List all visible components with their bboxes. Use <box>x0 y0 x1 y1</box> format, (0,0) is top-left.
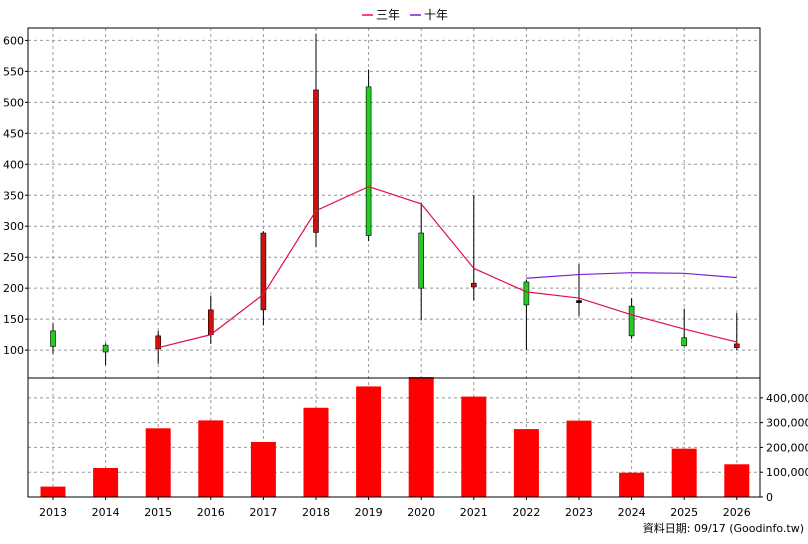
price-tick-label: 350 <box>3 189 24 202</box>
x-tick-label: 2021 <box>460 506 488 519</box>
volume-bar <box>356 386 382 497</box>
volume-bar <box>513 429 539 497</box>
x-tick-label: 2024 <box>618 506 646 519</box>
candle-body <box>733 343 740 348</box>
volume-bar <box>408 377 434 497</box>
x-tick-label: 2025 <box>670 506 698 519</box>
volume-bar <box>145 428 171 497</box>
x-tick-label: 2023 <box>565 506 593 519</box>
candles <box>50 33 740 365</box>
volume-bar <box>724 464 750 497</box>
candle-body <box>681 337 688 347</box>
volume-bar <box>250 441 276 497</box>
average-lines <box>158 185 737 349</box>
x-tick-label: 2016 <box>197 506 225 519</box>
candle-body <box>313 89 319 233</box>
price-tick-label: 250 <box>3 251 24 264</box>
candle-body <box>260 232 267 311</box>
candle-body <box>155 335 161 350</box>
x-tick-label: 2020 <box>407 506 435 519</box>
price-tick-label: 400 <box>3 158 24 171</box>
price-tick-label: 150 <box>3 313 24 326</box>
volume-bar <box>461 396 487 497</box>
x-tick-label: 2019 <box>355 506 383 519</box>
volume-bar <box>619 472 645 497</box>
volume-frame <box>27 377 761 498</box>
x-tick-label: 2026 <box>723 506 751 519</box>
price-tick-label: 500 <box>3 96 24 109</box>
x-tick-label: 2022 <box>512 506 540 519</box>
legend: 三年 十年 <box>362 8 448 22</box>
volume-tick-label: 0 <box>766 491 773 504</box>
volume-tick-label: 400,000 <box>766 392 808 405</box>
volume-tick-label: 200,000 <box>766 441 808 454</box>
candle-body <box>208 309 214 335</box>
plot-frame <box>27 27 761 498</box>
price-tick-label: 550 <box>3 65 24 78</box>
volume-bar <box>198 420 224 497</box>
series-line-10y <box>526 272 737 279</box>
legend-label-3y: 三年 <box>376 8 400 22</box>
x-tick-label: 2017 <box>249 506 277 519</box>
volume-bar <box>671 448 697 497</box>
candle-body <box>523 281 530 306</box>
volume-bar <box>303 407 329 497</box>
legend-label-10y: 十年 <box>424 8 448 22</box>
price-frame <box>27 27 761 379</box>
grid <box>28 28 760 497</box>
x-tick-label: 2013 <box>39 506 67 519</box>
price-tick-label: 450 <box>3 127 24 140</box>
volume-bars <box>40 377 750 497</box>
series-line-3y <box>158 185 737 349</box>
data-date-footer: 資料日期: 09/17 (Goodinfo.tw) <box>643 521 804 535</box>
volume-bar <box>93 467 119 497</box>
price-tick-label: 100 <box>3 344 24 357</box>
candle-body <box>365 86 372 236</box>
volume-tick-label: 100,000 <box>766 466 808 479</box>
x-tick-label: 2015 <box>144 506 172 519</box>
candle-body <box>470 282 477 288</box>
axis-labels: 100 150 200 250 300 350 400 450 500 550 600 0 100,00… <box>3 34 808 519</box>
x-tick-label: 2018 <box>302 506 330 519</box>
x-tick-label: 2014 <box>92 506 120 519</box>
price-tick-label: 600 <box>3 34 24 47</box>
candle-body <box>628 305 635 337</box>
candle-body <box>418 232 425 289</box>
candle-body <box>50 330 56 347</box>
volume-bar <box>566 420 592 497</box>
candle-body <box>576 300 582 303</box>
candle-body <box>102 344 109 353</box>
price-tick-label: 200 <box>3 282 24 295</box>
volume-bar <box>40 486 66 497</box>
price-tick-label: 300 <box>3 220 24 233</box>
volume-tick-label: 300,000 <box>766 417 808 430</box>
